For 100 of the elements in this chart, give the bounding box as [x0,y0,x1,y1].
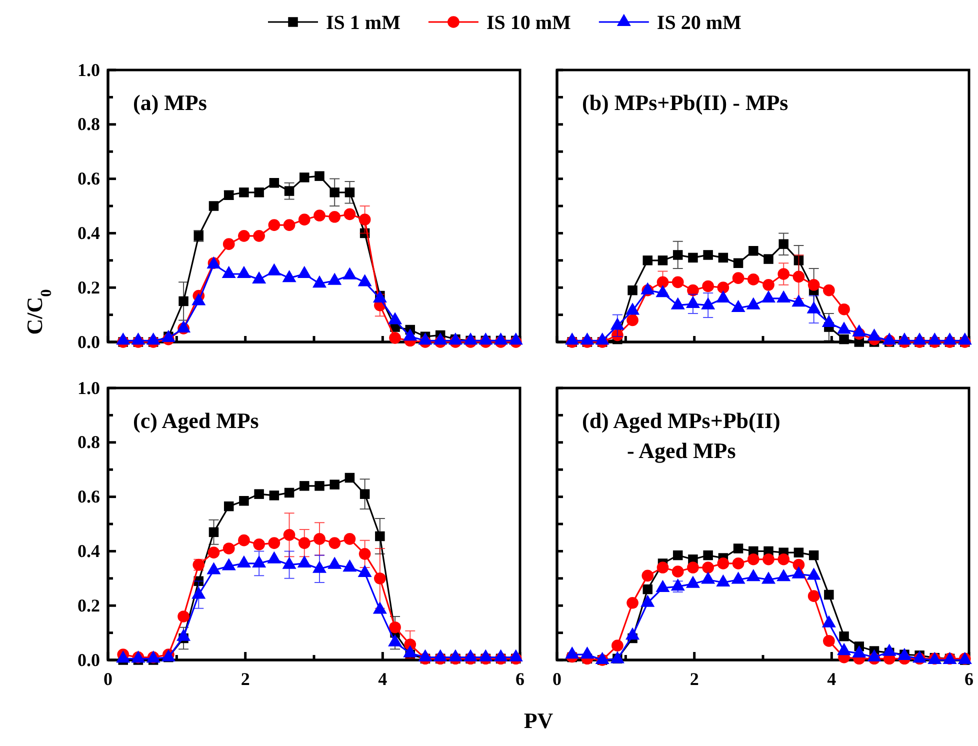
point [672,550,683,560]
point [733,258,744,268]
point [238,230,250,242]
text: (a) MPs [133,90,208,115]
point [300,172,310,182]
point [224,501,234,512]
point [747,553,760,566]
point [330,480,340,490]
point [314,481,324,491]
point [792,270,805,283]
point [778,268,790,280]
point [283,528,296,541]
y-tick-label: 0.6 [78,168,100,189]
point [748,246,758,256]
y-tick-label: 1.0 [78,378,100,398]
point [344,472,355,483]
text: (c) Aged MPs [133,408,260,433]
point [838,303,850,316]
point [656,562,669,574]
point [254,489,264,499]
legend-label: IS 1 mM [326,12,401,34]
x-tick-label: 0 [552,668,562,689]
point [762,553,774,566]
point [672,276,684,288]
point [839,334,849,344]
point [626,596,638,609]
point [778,553,790,566]
point [747,274,760,286]
point [839,631,849,642]
point [687,562,699,574]
point [642,584,653,594]
point [178,296,188,306]
point [688,252,698,263]
text: (b) MPs+Pb(II) - MPs [582,90,789,115]
point [612,640,624,652]
point [222,542,235,554]
point [283,219,296,231]
y-tick-label: 0.4 [78,540,100,561]
point [314,533,326,545]
x-tick-label: 6 [516,668,524,689]
point [792,558,805,571]
point [328,210,341,223]
point [778,239,788,249]
point [269,178,280,188]
point [208,546,220,558]
point [268,537,280,549]
point [764,254,774,264]
x-axis-title: PV [524,708,554,733]
point [717,558,730,570]
point [178,610,190,622]
point [314,210,326,222]
point [626,314,638,326]
point [672,250,683,260]
point [268,219,280,231]
point [300,481,310,491]
x-tick-label: 2 [240,668,250,689]
point [794,548,804,558]
y-tick-label: 0.8 [78,432,100,452]
point [389,332,401,344]
point [239,188,249,198]
y-tick-label: 0.2 [78,277,100,298]
text: (d) Aged MPs+Pb(II) - Aged MPs [582,408,780,463]
point [222,238,235,250]
point [358,214,371,226]
point [823,635,835,647]
point [732,558,744,570]
point [672,566,684,578]
point [358,548,371,560]
y-tick-label: 1.0 [78,60,100,80]
y-tick-label: 0.2 [78,595,100,616]
point [656,276,669,288]
point [269,490,280,500]
y-tick-label: 0.4 [78,222,100,243]
point [374,572,386,584]
y-tick-label: 0.0 [78,332,100,352]
point [703,250,713,260]
point [732,272,744,284]
point [253,538,265,550]
point [658,256,668,266]
x-tick-label: 4 [827,668,836,689]
point [703,550,713,560]
x-tick-label: 2 [690,668,699,689]
point [344,208,356,220]
point [702,562,714,574]
point [239,496,249,506]
point [253,230,265,242]
point [208,527,219,538]
x-tick-label: 0 [104,668,112,689]
point [642,256,653,266]
point [284,488,294,498]
point [328,537,341,549]
point [628,285,638,296]
point [808,278,820,291]
legend-label: IS 10 mM [486,12,572,34]
point [808,590,820,602]
y-tick-label: 0.8 [78,114,100,134]
point [717,282,730,294]
point [238,534,250,546]
point [823,284,835,296]
point [718,252,728,263]
